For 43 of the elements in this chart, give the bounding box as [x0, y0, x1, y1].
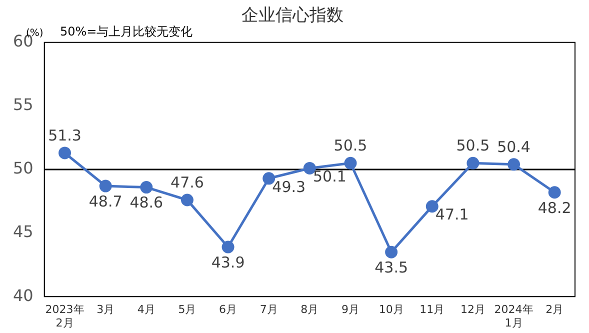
point	[99, 180, 112, 192]
point	[222, 240, 234, 254]
point	[548, 186, 561, 199]
x-tick-label: 12月	[460, 303, 486, 316]
x-tick-label: 8月	[300, 303, 319, 316]
point	[385, 246, 398, 258]
x-tick-label: 7月	[260, 303, 278, 316]
data-label: 43.9	[211, 253, 245, 272]
y-tick-label: 40	[13, 286, 34, 305]
data-label: 47.1	[435, 206, 469, 224]
x-tick-label: 6月	[219, 303, 238, 316]
x-tick-label: 10月	[378, 303, 404, 316]
x-tick-label: 2023年 2月	[45, 303, 84, 330]
data-label: 50.5	[456, 136, 490, 155]
data-label: 48.2	[538, 198, 572, 217]
x-tick-label: 5月	[178, 303, 196, 316]
data-label: 43.5	[374, 258, 408, 277]
point	[58, 146, 72, 160]
data-label: 48.7	[88, 192, 122, 210]
data-label: 47.6	[170, 173, 204, 192]
point	[344, 156, 357, 170]
x-tick-label: 9月	[342, 303, 360, 316]
data-label: 50.4	[497, 138, 530, 156]
data-label: 48.6	[130, 194, 164, 212]
x-tick-label: 4月	[137, 303, 156, 316]
y-tick-label: 50	[13, 158, 34, 178]
point	[180, 194, 194, 206]
x-tick-label: 3月	[96, 303, 115, 316]
data-label: 50.5	[334, 136, 368, 155]
data-label: 49.3	[272, 178, 306, 196]
x-tick-label: 2024年 1月	[494, 303, 534, 330]
data-label: 50.1	[312, 168, 346, 186]
x-tick-label: 2月	[546, 303, 564, 316]
point	[508, 158, 520, 171]
point	[466, 156, 480, 170]
chart-title: 企业信心指数	[242, 6, 344, 26]
x-tick-label: 11月	[420, 303, 445, 316]
y-tick-label: 55	[13, 95, 34, 114]
y-tick-label: 45	[13, 222, 34, 242]
point	[303, 162, 316, 174]
point	[140, 181, 153, 194]
data-label: 51.3	[48, 126, 82, 144]
text: 50%=与上月比较无变化	[60, 24, 193, 39]
